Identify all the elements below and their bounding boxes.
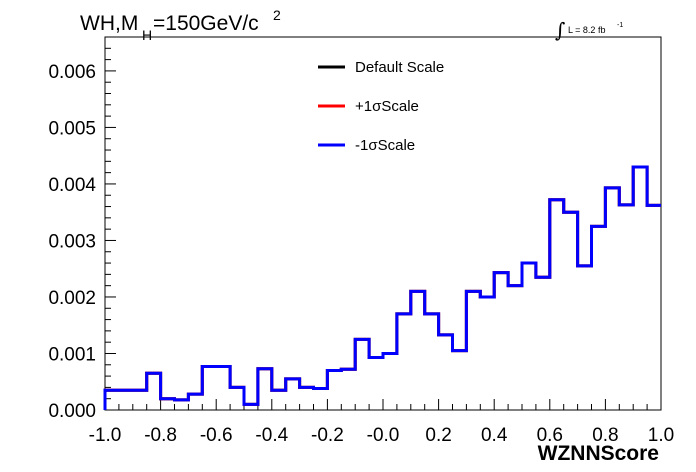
legend: Default Scale +1σScale -1σScale: [318, 59, 444, 154]
title-superscript: 2: [273, 7, 281, 23]
title-prefix: WH,M: [80, 12, 138, 35]
axis-ticks: -1.0 -0.8 -0.6 -0.4 -0.2 -0.0 0.2 0.4 0.6 0.8 1.0 0…: [48, 36, 674, 446]
series-group: [103, 165, 661, 410]
series-line-2: [103, 165, 661, 410]
series-line-3: [103, 165, 661, 410]
series-line-1: [103, 165, 661, 410]
plot-title: WH,M H =150GeV/c 2: [80, 7, 281, 43]
y-tick-label: 0.004: [48, 175, 96, 196]
y-tick-label: 0.000: [48, 401, 96, 422]
y-tick-label: 0.006: [48, 62, 96, 83]
x-tick-label: 0.6: [537, 425, 563, 446]
x-axis-title: WZNNScore: [538, 442, 659, 465]
x-tick-label: -0.2: [311, 425, 344, 446]
x-tick-label: -0.6: [200, 425, 233, 446]
integral-symbol: ∫: [555, 18, 565, 42]
y-tick-label: 0.003: [48, 231, 96, 252]
y-tick-label: 0.002: [48, 288, 96, 309]
title-suffix: =150GeV/c: [153, 12, 259, 35]
x-tick-label: 0.2: [425, 425, 451, 446]
x-tick-label: 0.8: [592, 425, 618, 446]
x-tick-label: -0.8: [144, 425, 177, 446]
y-tick-label: 0.001: [48, 344, 96, 365]
luminosity-label: ∫ L = 8.2 fb -1: [555, 18, 623, 42]
luminosity-text: L = 8.2 fb: [568, 25, 605, 35]
x-tick-label: -0.0: [367, 425, 400, 446]
legend-label: +1σScale: [355, 98, 419, 115]
x-tick-label: -1.0: [89, 425, 122, 446]
y-tick-label: 0.005: [48, 118, 96, 139]
x-tick-label: 1.0: [648, 425, 674, 446]
legend-label: -1σScale: [355, 137, 415, 154]
luminosity-superscript: -1: [617, 22, 623, 29]
x-tick-label: -0.4: [255, 425, 288, 446]
title-subscript: H: [142, 27, 152, 43]
x-tick-label: 0.4: [481, 425, 508, 446]
legend-label: Default Scale: [355, 59, 444, 76]
